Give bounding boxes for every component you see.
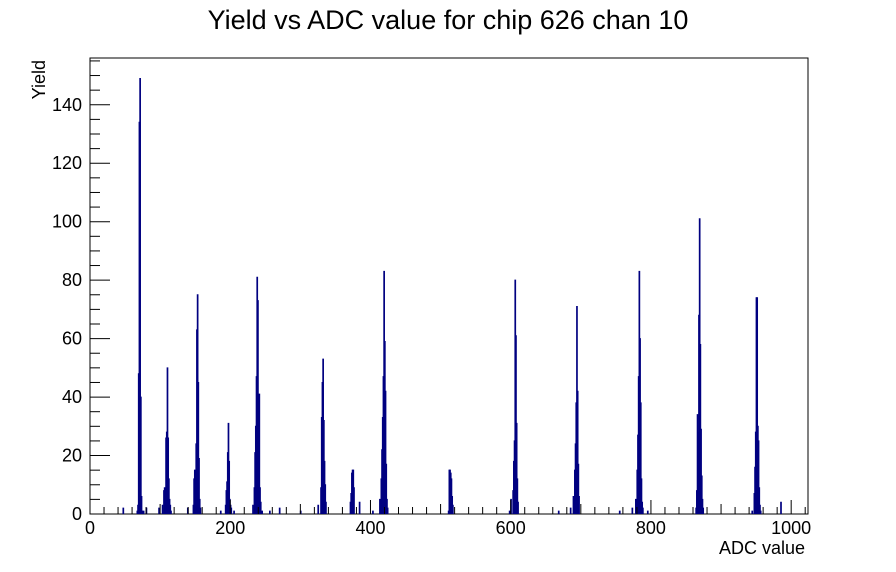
histogram-bin <box>385 463 388 514</box>
histogram-bin <box>578 495 580 514</box>
histogram-bin <box>317 504 320 514</box>
x-tick-label: 0 <box>85 518 95 538</box>
histogram-bin <box>198 498 201 514</box>
x-tick-label: 400 <box>355 518 385 538</box>
histogram-bin <box>141 510 144 514</box>
histogram-bin <box>386 498 388 514</box>
histogram-bin <box>139 396 142 514</box>
histogram-bin <box>278 507 281 514</box>
histogram-bin <box>324 484 327 514</box>
histogram-bin <box>646 510 649 514</box>
histogram-bin <box>261 510 263 514</box>
histogram-bin <box>233 510 235 514</box>
histogram-bin <box>508 510 511 514</box>
histogram-bin <box>269 510 271 514</box>
histogram-bin <box>379 498 381 514</box>
y-tick-label: 80 <box>62 270 82 290</box>
histogram-bin <box>372 510 374 514</box>
histogram-bin <box>140 495 143 514</box>
histogram-bin <box>219 510 222 514</box>
histogram-bin <box>169 504 172 514</box>
histogram-bin <box>257 300 259 514</box>
histogram-bin <box>386 507 389 514</box>
histogram-bin <box>358 501 361 514</box>
plot-area: 0 200 400 600 800 1000 0 20 40 60 80 100 120 140 <box>52 57 811 538</box>
histogram-bin <box>700 475 703 514</box>
histogram-bin <box>751 510 754 514</box>
x-tick-label: 200 <box>215 518 245 538</box>
y-tick-label: 140 <box>52 95 82 115</box>
histogram-bin <box>631 507 634 514</box>
chart-title: Yield vs ADC value for chip 626 chan 10 <box>208 5 689 35</box>
y-tick-label: 120 <box>52 153 82 173</box>
histogram-bin <box>168 478 170 514</box>
histogram-bin <box>258 393 261 514</box>
histogram-bin <box>618 510 621 514</box>
histogram-bin <box>516 478 519 514</box>
histogram-bin <box>759 504 761 514</box>
histogram-bin <box>197 381 200 514</box>
histogram-bin <box>569 507 572 514</box>
y-tick-label: 60 <box>62 329 82 349</box>
histogram-bin <box>325 501 327 514</box>
histogram-bin <box>757 440 760 514</box>
histogram-bin <box>198 457 200 514</box>
histogram-bin <box>452 504 454 514</box>
y-axis-label: Yield <box>29 60 49 99</box>
histogram-bin <box>259 501 262 514</box>
histogram-bin <box>122 507 125 514</box>
histogram-bin <box>635 498 637 514</box>
histogram-bin <box>158 507 160 514</box>
histogram-bin <box>758 487 761 514</box>
histogram-bin <box>142 510 145 514</box>
histogram-bin <box>252 504 254 514</box>
x-tick-label: 1000 <box>771 518 811 538</box>
histogram-bin <box>139 77 141 514</box>
histogram-bin <box>576 390 579 514</box>
histogram-bin <box>701 498 704 514</box>
histogram-bin <box>259 487 261 514</box>
histogram-bin <box>577 463 580 514</box>
histogram-bin <box>639 402 642 514</box>
histogram-bin <box>353 487 355 514</box>
y-tick-label: 40 <box>62 387 82 407</box>
histogram-bin <box>756 297 759 514</box>
histogram-bin <box>167 437 170 514</box>
histogram-bin <box>640 478 643 514</box>
histogram-bin <box>384 390 387 514</box>
x-tick-label: 600 <box>496 518 526 538</box>
histogram-bin <box>702 507 705 514</box>
y-tick-label: 0 <box>72 504 82 524</box>
histogram-bin <box>161 504 164 514</box>
histogram-bin <box>572 495 575 514</box>
histogram-bin <box>228 460 231 514</box>
x-tick-label: 800 <box>636 518 666 538</box>
histogram-bin <box>517 501 519 514</box>
histogram-bin <box>780 501 782 514</box>
histogram-bin <box>759 510 762 514</box>
histogram-bin <box>642 507 644 514</box>
x-axis-label: ADC value <box>719 538 805 558</box>
histogram-bin <box>170 510 172 514</box>
y-tick-label: 100 <box>52 212 82 232</box>
histogram-bin <box>199 507 202 514</box>
histogram-bin <box>700 428 702 514</box>
histogram-bin <box>557 510 560 514</box>
y-tick-label: 20 <box>62 446 82 466</box>
histogram-bin <box>515 422 518 514</box>
histogram-bin <box>230 507 233 514</box>
